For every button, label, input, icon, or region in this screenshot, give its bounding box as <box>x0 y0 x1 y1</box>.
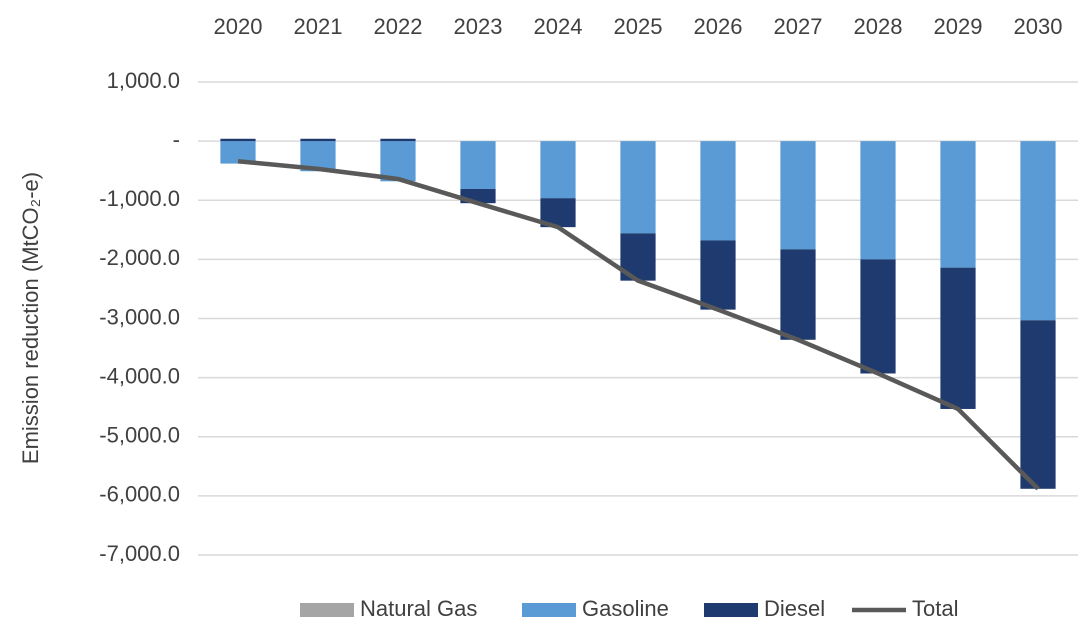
x-tick-label: 2028 <box>854 14 903 39</box>
x-tick-label: 2023 <box>454 14 503 39</box>
x-tick-label: 2027 <box>774 14 823 39</box>
bar-segment <box>780 249 816 340</box>
bar-segment <box>860 141 896 260</box>
x-tick-label: 2030 <box>1014 14 1063 39</box>
y-tick-label: -3,000.0 <box>99 304 180 329</box>
total-line <box>237 158 1040 491</box>
y-tick-label: -1,000.0 <box>99 186 180 211</box>
bar-segment <box>940 267 976 409</box>
bar-segment <box>940 141 976 268</box>
x-tick-label: 2022 <box>374 14 423 39</box>
y-tick-label: -2,000.0 <box>99 245 180 270</box>
bar-segment <box>700 141 736 241</box>
x-tick-label: 2025 <box>614 14 663 39</box>
x-tick-label: 2026 <box>694 14 743 39</box>
bar-segment <box>220 141 256 164</box>
y-tick-label: -5,000.0 <box>99 423 180 448</box>
x-tick-label: 2021 <box>294 14 343 39</box>
y-tick-label: - <box>173 127 180 152</box>
y-axis-label: Emission reduction (MtCO₂-e) <box>18 172 43 464</box>
y-tick-label: -6,000.0 <box>99 482 180 507</box>
bar-segment <box>1020 141 1056 321</box>
bar-segment <box>780 141 816 250</box>
legend-label: Gasoline <box>582 596 669 621</box>
bar-segment <box>620 141 656 234</box>
y-tick-label: -4,000.0 <box>99 363 180 388</box>
bar-segment <box>300 138 336 142</box>
legend-swatch <box>522 603 576 617</box>
bar-segment <box>460 141 496 190</box>
x-tick-label: 2020 <box>214 14 263 39</box>
legend-label: Total <box>912 596 958 621</box>
bar-segment <box>700 240 736 310</box>
bar-segment <box>380 141 416 182</box>
x-tick-label: 2024 <box>534 14 583 39</box>
bar-segment <box>860 259 896 374</box>
legend-swatch <box>300 603 354 617</box>
legend-label: Natural Gas <box>360 596 477 621</box>
bar-segment <box>540 141 576 199</box>
y-tick-label: 1,000.0 <box>107 68 180 93</box>
legend-swatch <box>704 603 758 617</box>
bar-segment <box>220 138 256 142</box>
bar-segment <box>1020 320 1056 489</box>
legend-label: Diesel <box>764 596 825 621</box>
y-tick-label: -7,000.0 <box>99 541 180 566</box>
bar-segment <box>380 138 416 142</box>
x-tick-label: 2029 <box>934 14 983 39</box>
